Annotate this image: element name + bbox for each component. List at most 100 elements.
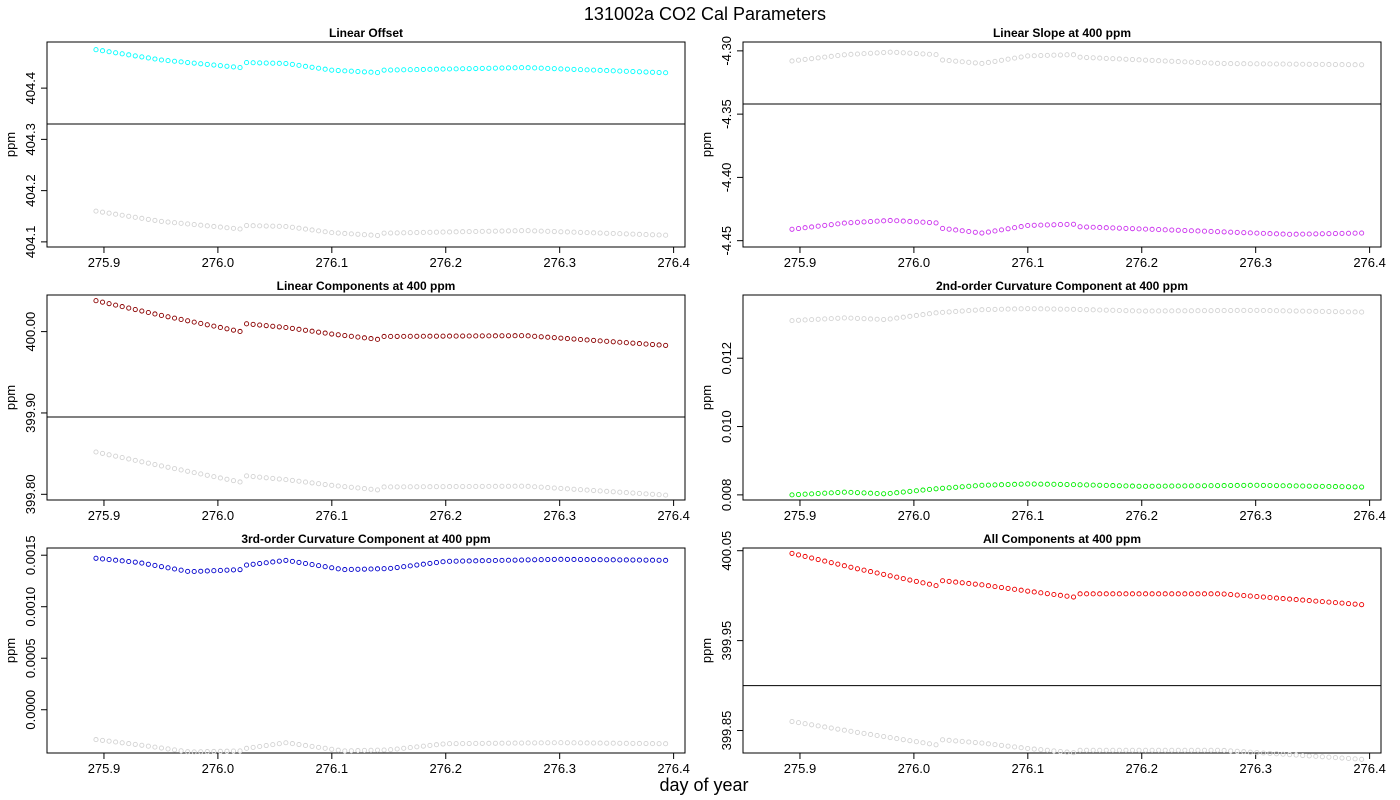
data-point: [802, 317, 808, 323]
data-point: [940, 309, 946, 315]
data-point: [368, 747, 374, 753]
data-point: [381, 566, 387, 572]
data-point: [1326, 61, 1332, 68]
data-point: [1221, 308, 1227, 314]
data-point: [1077, 482, 1083, 488]
data-point: [1110, 56, 1116, 62]
data-point: [309, 64, 315, 70]
data-point: [1293, 231, 1299, 237]
data-point: [887, 573, 893, 579]
data-point: [440, 66, 446, 72]
data-point: [926, 220, 933, 226]
data-point: [466, 333, 472, 339]
data-point: [309, 227, 315, 233]
data-point: [1319, 754, 1325, 760]
x-tick-label: 276.0: [898, 761, 931, 776]
data-point: [900, 489, 906, 495]
data-point: [802, 225, 808, 231]
data-point: [433, 66, 440, 72]
data-point: [217, 324, 223, 331]
data-point: [1077, 747, 1083, 753]
data-point: [1070, 750, 1077, 756]
data-point: [887, 217, 893, 224]
data-point: [926, 581, 933, 587]
data-point: [630, 557, 636, 563]
data-point: [178, 467, 184, 473]
y-tick-label: 0.0015: [23, 535, 38, 575]
data-point: [1116, 307, 1122, 314]
data-point: [1208, 747, 1214, 753]
data-point: [185, 468, 191, 474]
data-point: [335, 483, 341, 489]
data-point: [505, 65, 512, 71]
data-point: [355, 334, 361, 340]
data-point: [211, 323, 217, 329]
data-point: [953, 58, 959, 64]
data-point: [329, 230, 335, 236]
data-point: [368, 486, 374, 492]
data-point: [571, 556, 577, 563]
y-tick-label: 404.4: [23, 72, 38, 105]
data-point: [191, 568, 197, 575]
data-point: [985, 307, 991, 313]
data-point: [1215, 60, 1221, 66]
data-point: [237, 479, 243, 485]
data-point: [617, 231, 623, 237]
data-point: [1352, 230, 1358, 236]
data-point: [1319, 61, 1325, 67]
data-point: [316, 744, 322, 750]
data-point: [604, 230, 610, 236]
data-point: [1247, 307, 1253, 313]
data-point: [663, 492, 669, 498]
data-point: [374, 70, 381, 76]
data-point: [1090, 55, 1096, 61]
data-point: [946, 58, 952, 64]
data-point: [940, 578, 946, 584]
x-tick-label: 275.9: [784, 761, 817, 776]
data-point: [1103, 747, 1109, 753]
data-point: [643, 557, 649, 563]
data-point: [525, 228, 531, 234]
y-tick-label: 0.012: [719, 342, 734, 375]
data-point: [447, 229, 453, 235]
data-point: [992, 584, 998, 590]
data-point: [99, 556, 106, 562]
x-tick-label: 275.9: [784, 255, 817, 270]
data-point: [953, 484, 959, 490]
data-point: [198, 749, 204, 755]
data-point: [1077, 306, 1083, 313]
data-point: [1051, 481, 1057, 487]
data-point: [257, 60, 263, 66]
data-point: [1110, 225, 1116, 231]
data-point: [374, 487, 381, 493]
data-point: [342, 230, 348, 237]
data-point: [172, 747, 178, 753]
data-point: [283, 740, 289, 746]
data-point: [1110, 747, 1116, 753]
data-point: [257, 743, 263, 750]
data-point: [663, 557, 669, 563]
data-point: [636, 231, 642, 237]
data-point: [1090, 591, 1096, 597]
data-point: [1234, 61, 1240, 67]
data-point: [224, 567, 230, 573]
data-point: [538, 484, 544, 490]
data-point: [1051, 222, 1057, 228]
data-point: [617, 68, 623, 74]
data-point: [881, 733, 887, 740]
data-point: [1123, 483, 1129, 489]
data-point: [1123, 56, 1129, 62]
data-point: [492, 65, 498, 71]
data-point: [499, 557, 505, 563]
data-point: [623, 340, 629, 346]
data-point: [1162, 483, 1168, 489]
data-point: [388, 747, 394, 753]
data-point: [966, 739, 972, 745]
data-point: [505, 483, 512, 489]
data-point: [479, 740, 485, 746]
data-point: [512, 228, 518, 234]
panel-title: All Components at 400 ppm: [983, 532, 1141, 546]
data-point: [1064, 749, 1070, 755]
data-point: [1300, 483, 1306, 489]
data-series: [93, 208, 669, 239]
